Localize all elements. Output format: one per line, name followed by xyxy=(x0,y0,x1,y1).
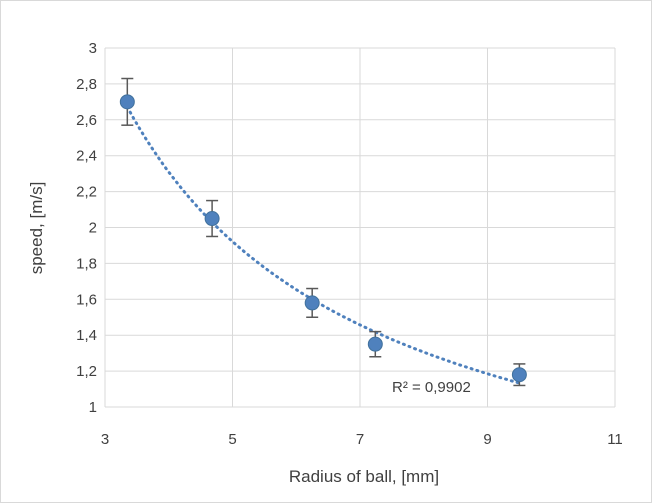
y-axis-title: speed, [m/s] xyxy=(27,182,46,275)
y-tick-labels: 1 1,2 1,4 1,6 1,8 2 2,2 2,4 2,6 2,8 3 xyxy=(76,40,97,416)
y-tick-label: 1,4 xyxy=(76,327,97,344)
data-points xyxy=(119,94,527,383)
data-point xyxy=(119,94,135,110)
error-bars xyxy=(121,77,526,387)
x-tick-label: 11 xyxy=(607,431,623,448)
data-point xyxy=(204,211,220,227)
y-tick-label: 1,2 xyxy=(76,363,97,380)
x-tick-label: 3 xyxy=(101,431,109,448)
data-point xyxy=(304,295,320,311)
trendline xyxy=(125,105,521,385)
y-tick-label: 3 xyxy=(89,40,97,57)
y-tick-label: 1,8 xyxy=(76,255,97,272)
y-tick-label: 2,6 xyxy=(76,112,97,129)
x-tick-label: 7 xyxy=(356,431,364,448)
x-axis-title: Radius of ball, [mm] xyxy=(289,467,439,486)
r-squared-annotation: R² = 0,9902 xyxy=(392,379,471,396)
x-tick-labels: 3 5 7 9 11 xyxy=(101,431,623,448)
y-tick-label: 2 xyxy=(89,220,97,237)
y-tick-label: 2,2 xyxy=(76,184,97,201)
data-point xyxy=(367,336,383,352)
y-tick-label: 1,6 xyxy=(76,291,97,308)
y-tick-label: 2,8 xyxy=(76,76,97,93)
y-tick-label: 2,4 xyxy=(76,148,97,165)
grid-lines xyxy=(104,47,616,408)
data-point xyxy=(511,367,527,383)
x-tick-label: 9 xyxy=(483,431,491,448)
y-tick-label: 1 xyxy=(89,399,97,416)
x-tick-label: 5 xyxy=(228,431,236,448)
